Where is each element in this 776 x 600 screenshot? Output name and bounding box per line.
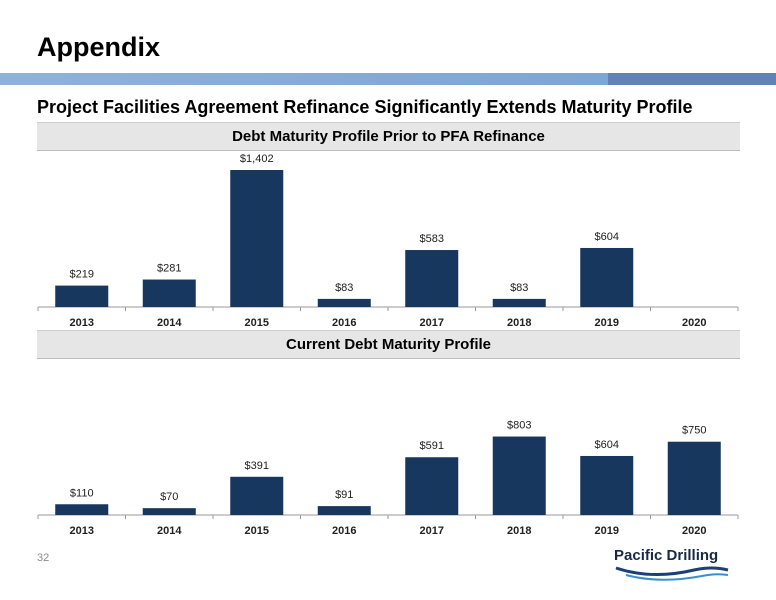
bar-2016 [317,298,371,307]
x-tick-label-2018: 2018 [507,525,531,537]
data-label-2017: $583 [420,233,444,245]
header-accent-bar-dark [608,73,776,85]
x-tick-label-2018: 2018 [507,317,531,329]
page-subtitle: Project Facilities Agreement Refinance S… [37,97,693,117]
chart-1: $219 2013 $281 2014 $1,402 2015 $83 2016 $583 201… [37,153,739,329]
bar-2014 [142,279,196,307]
chart-2-title: Current Debt Maturity Profile [37,330,740,359]
data-label-2014: $70 [160,491,178,503]
bar-2018 [492,436,546,515]
x-tick-label-2020: 2020 [682,525,706,537]
bar-2017 [405,250,459,307]
data-label-2015: $1,402 [240,153,274,165]
bar-2016 [317,506,371,515]
x-tick-label-2013: 2013 [70,317,94,329]
bar-2020 [667,441,721,515]
data-label-2017: $591 [420,440,444,452]
bar-2019 [580,247,634,307]
x-tick-label-2020: 2020 [682,317,706,329]
bar-2015 [230,476,284,515]
x-tick-label-2019: 2019 [595,525,619,537]
page-number: 32 [37,552,50,564]
data-label-2015: $391 [245,460,269,472]
bar-2013 [55,285,109,307]
x-tick-label-2017: 2017 [420,525,444,537]
data-label-2018: $83 [510,282,528,294]
x-tick-label-2014: 2014 [157,317,182,329]
data-label-2019: $604 [595,439,619,451]
data-label-2019: $604 [595,231,619,243]
data-label-2013: $110 [70,487,94,499]
data-label-2018: $803 [507,420,531,432]
x-tick-label-2017: 2017 [420,317,444,329]
bar-2015 [230,170,284,307]
x-tick-label-2016: 2016 [332,317,356,329]
bar-2017 [405,457,459,515]
x-tick-label-2019: 2019 [595,317,619,329]
x-tick-label-2014: 2014 [157,525,182,537]
chart-2: $110 2013 $70 2014 $391 2015 $91 2016 $591 2017 $8… [37,420,739,537]
data-label-2013: $219 [70,269,94,281]
x-tick-label-2016: 2016 [332,525,356,537]
bar-2018 [492,298,546,307]
page-title: Appendix [37,32,161,62]
bar-2014 [142,508,196,515]
x-tick-label-2013: 2013 [70,525,94,537]
x-tick-label-2015: 2015 [245,317,269,329]
logo-swoosh-light [625,573,729,581]
company-logo: Pacific Drilling [614,547,729,581]
header-accent-bar [0,73,776,85]
logo-swoosh-dark [615,566,729,577]
bar-2019 [580,455,634,515]
logo-text: Pacific Drilling [614,547,718,564]
data-label-2016: $91 [335,489,353,501]
chart-1-title: Debt Maturity Profile Prior to PFA Refin… [37,122,740,151]
data-label-2020: $750 [682,425,706,437]
data-label-2014: $281 [157,263,181,275]
bar-2013 [55,504,109,515]
data-label-2016: $83 [335,282,353,294]
x-tick-label-2015: 2015 [245,525,269,537]
